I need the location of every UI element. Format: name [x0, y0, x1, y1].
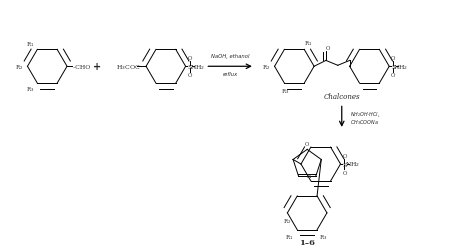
Text: O: O: [305, 142, 310, 147]
Text: reflux: reflux: [222, 72, 237, 77]
Text: NH$_2$: NH$_2$: [345, 160, 360, 169]
Text: R$_2$: R$_2$: [262, 62, 271, 72]
Text: S: S: [342, 162, 346, 167]
Text: R$_3$: R$_3$: [281, 87, 290, 96]
Text: S: S: [187, 64, 192, 70]
Text: R$_3$: R$_3$: [26, 85, 35, 94]
Text: H$_3$COC: H$_3$COC: [117, 62, 141, 72]
Text: NH$_2$: NH$_2$: [393, 62, 409, 72]
Text: Chalcones: Chalcones: [323, 92, 360, 100]
Text: O: O: [391, 73, 395, 78]
Text: +: +: [92, 62, 101, 72]
Text: O: O: [187, 73, 192, 78]
Text: O: O: [187, 56, 192, 61]
Text: CH$_3$COONa: CH$_3$COONa: [350, 118, 379, 126]
Text: S: S: [391, 64, 395, 70]
Text: NaOH, ethanol: NaOH, ethanol: [211, 54, 249, 59]
Text: R$_3$: R$_3$: [319, 232, 328, 241]
Text: O: O: [342, 154, 346, 158]
Text: R$_1$: R$_1$: [285, 232, 293, 241]
Text: N: N: [307, 174, 312, 179]
Text: R$_2$: R$_2$: [15, 62, 24, 72]
Text: NH$_2$: NH$_2$: [190, 62, 205, 72]
Text: R$_1$: R$_1$: [304, 39, 312, 48]
Text: O: O: [326, 46, 330, 51]
Text: 1–6: 1–6: [299, 238, 315, 246]
Text: R$_1$: R$_1$: [26, 40, 35, 49]
Text: R$_2$: R$_2$: [283, 216, 292, 225]
Text: –CHO: –CHO: [73, 64, 91, 70]
Text: O: O: [342, 170, 346, 175]
Text: O: O: [391, 56, 395, 61]
Text: NH$_2$OH·HCl,: NH$_2$OH·HCl,: [350, 110, 380, 119]
